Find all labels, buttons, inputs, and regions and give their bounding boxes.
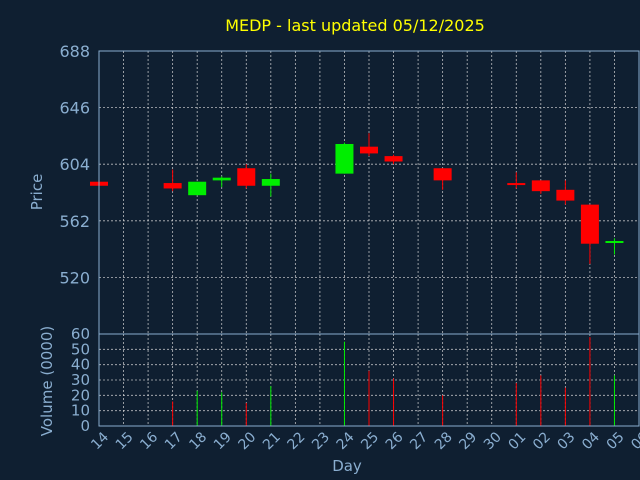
x-tick-label: 17 [162,429,186,453]
candle-body [212,177,231,181]
price-tick-label: 562 [59,212,90,231]
volume-tick-label: 20 [71,386,90,404]
volume-tick-label: 10 [71,402,90,420]
volume-tick-label: 0 [80,417,90,435]
volume-axis-label: Volume (0000) [38,326,56,436]
x-tick-label: 02 [530,429,554,453]
x-tick-label: 14 [88,429,112,453]
x-tick-label: 06 [628,429,640,453]
volume-tick-label: 50 [71,340,90,358]
volume-bars [172,337,615,426]
price-tick-label: 604 [59,155,90,174]
x-axis-label: Day [332,457,362,475]
x-tick-label: 27 [407,429,431,453]
candle-body [556,189,575,201]
x-tick-label: 19 [211,429,235,453]
candles [90,133,624,264]
price-tick-label: 520 [59,268,90,287]
x-tick-label: 29 [456,429,480,453]
volume-tick-label: 60 [71,325,90,343]
x-tick-label: 21 [260,429,284,453]
candle-body [384,156,403,162]
x-tick-label: 30 [481,429,505,453]
x-tick-label: 28 [432,429,456,453]
x-tick-label: 15 [113,429,137,453]
price-tick-label: 646 [59,99,90,118]
x-tick-label: 26 [383,429,407,453]
candle-body [188,181,207,196]
candle-body [237,168,256,186]
candle-body [605,241,624,244]
volume-panel-frame [98,333,640,427]
candle-body [433,168,452,181]
x-tick-label: 01 [505,429,529,453]
x-axis-ticks: 14 15 16 17 18 19 20 21 22 23 24 25 26 27 28 29 30 01 02 03… [88,429,640,453]
volume-tick-label: 30 [71,371,90,389]
x-tick-label: 05 [604,429,628,453]
x-tick-label: 25 [358,429,382,453]
x-tick-label: 20 [235,429,259,453]
volume-tick-label: 40 [71,356,90,374]
candle-body [580,204,599,244]
chart-title: MEDP - last updated 05/12/2025 [225,16,485,35]
candle-body [531,180,550,192]
candle-body [335,143,354,174]
price-y-ticks: 520 562 604 646 688 [59,42,90,287]
candle-body [507,183,526,186]
x-tick-label: 18 [186,429,210,453]
candle-body [360,146,378,154]
x-tick-label: 03 [555,429,579,453]
x-tick-label: 23 [309,429,333,453]
candle-body [163,183,182,189]
x-tick-label: 16 [137,429,161,453]
candle-body [261,179,280,186]
x-tick-label: 24 [334,429,358,453]
x-tick-label: 04 [579,429,603,453]
price-tick-label: 688 [59,42,90,61]
x-tick-label: 22 [285,429,309,453]
price-axis-label: Price [28,174,46,211]
